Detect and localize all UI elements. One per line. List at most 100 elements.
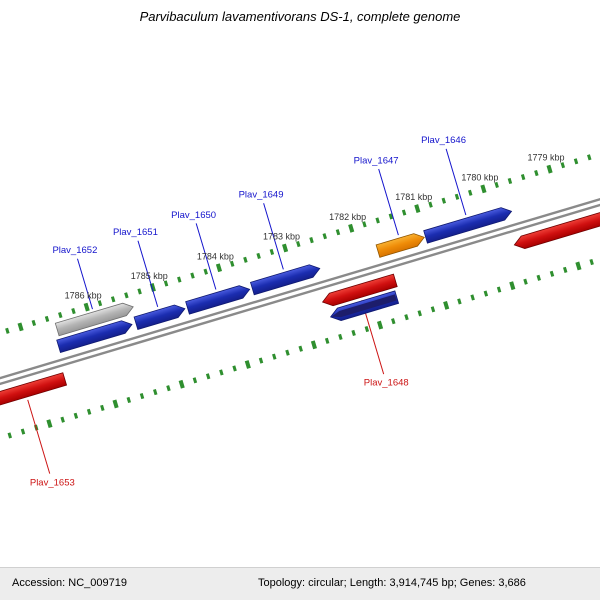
tick-mark <box>546 164 553 174</box>
gene-label-Plav_1652: Plav_1652 <box>52 245 97 256</box>
gene-arrow-overlay <box>331 294 397 318</box>
tick-mark <box>112 399 119 409</box>
tick-mark <box>573 158 579 165</box>
tick-mark <box>44 315 50 323</box>
gene-arrow-unlabeled <box>56 320 133 354</box>
tick-mark <box>258 357 264 364</box>
tick-mark <box>414 204 421 213</box>
kbp-label: 1781 kbp <box>395 192 432 202</box>
gene-arrow-unlabeled <box>513 210 600 249</box>
tick-mark <box>520 173 526 181</box>
tick-mark <box>348 223 355 233</box>
tick-mark <box>338 333 343 340</box>
tick-mark <box>192 377 198 384</box>
label-leader-line <box>27 399 51 474</box>
tick-mark <box>562 266 568 273</box>
tick-mark <box>428 201 433 208</box>
kbp-label: 1779 kbp <box>527 153 564 163</box>
kbp-label: 1783 kbp <box>263 232 300 242</box>
tick-mark <box>232 365 237 372</box>
tick-mark <box>375 217 380 224</box>
tick-mark <box>560 162 566 169</box>
tick-mark <box>417 310 422 317</box>
kbp-label: 1786 kbp <box>65 291 102 301</box>
label-leader-line <box>378 168 399 236</box>
tick-mark <box>282 243 289 253</box>
tick-mark <box>441 197 447 204</box>
tick-mark <box>219 369 224 376</box>
gene-arrow-Plav_1647 <box>375 233 425 258</box>
gene-label-Plav_1646: Plav_1646 <box>421 135 466 146</box>
tick-mark <box>153 389 158 396</box>
tick-mark <box>589 258 594 266</box>
tick-mark <box>139 392 145 400</box>
tick-mark <box>46 419 53 429</box>
tick-mark <box>391 318 396 325</box>
tick-mark <box>243 256 248 263</box>
tick-mark <box>215 263 223 273</box>
tick-mark <box>509 281 516 291</box>
tick-mark <box>483 290 489 297</box>
tick-mark <box>229 260 235 267</box>
tick-mark <box>5 327 10 334</box>
tick-mark <box>205 373 211 380</box>
label-leader-line <box>195 223 217 290</box>
tick-mark <box>73 412 79 419</box>
gene-arrow-Plav_1648 <box>321 273 398 307</box>
tick-mark <box>322 233 327 240</box>
tick-mark <box>404 314 409 321</box>
gene-label-Plav_1647: Plav_1647 <box>354 155 399 166</box>
tick-mark <box>549 270 555 277</box>
tick-mark <box>575 261 582 271</box>
kbp-label: 1784 kbp <box>197 251 234 261</box>
gene-arrow-Plav_1650 <box>185 285 251 315</box>
backbone-line <box>0 177 600 397</box>
tick-mark <box>536 274 541 281</box>
genome-track <box>0 148 600 474</box>
tick-mark <box>468 189 473 196</box>
tick-mark <box>457 298 462 305</box>
tick-mark <box>177 276 182 283</box>
tick-mark <box>443 300 450 310</box>
tick-mark <box>587 154 592 161</box>
tick-mark <box>124 292 129 299</box>
gene-arrow-Plav_1652 <box>54 302 134 337</box>
label-layer: 1779 kbp 1780 kbp 1781 kbp 1782 kbp 1783 kbp… <box>30 135 565 488</box>
tick-mark <box>362 221 367 228</box>
status-bar: Accession: NC_009719 Topology: circular;… <box>0 567 600 600</box>
label-leader-line <box>445 148 467 216</box>
tick-mark <box>7 432 12 439</box>
tick-mark <box>388 213 394 220</box>
tick-mark <box>137 288 142 295</box>
tick-mark <box>31 319 37 326</box>
page-title: Parvibaculum lavamentivorans DS-1, compl… <box>139 9 461 24</box>
gene-label-Plav_1649: Plav_1649 <box>239 190 284 201</box>
backbone-line <box>0 182 600 402</box>
tick-mark <box>430 306 436 313</box>
gene-label-Plav_1650: Plav_1650 <box>171 210 216 221</box>
tick-mark <box>163 280 169 287</box>
tick-mark <box>83 302 90 312</box>
tick-mark <box>244 360 251 369</box>
tick-mark <box>126 396 132 404</box>
tick-mark <box>17 322 24 332</box>
tick-mark <box>269 248 275 256</box>
tick-mark <box>401 209 407 216</box>
tick-mark <box>58 311 63 319</box>
tick-mark <box>256 252 261 259</box>
kbp-label: 1785 kbp <box>131 271 168 281</box>
tick-mark <box>454 193 460 200</box>
tick-mark <box>285 349 290 356</box>
tick-mark <box>298 345 303 352</box>
tick-mark <box>203 268 208 275</box>
tick-mark <box>523 278 528 285</box>
genome-stats-text: Topology: circular; Length: 3,914,745 bp… <box>258 577 526 589</box>
tick-mark <box>351 329 356 337</box>
tick-mark <box>110 296 116 303</box>
tick-mark <box>324 337 330 344</box>
gene-arrow-Plav_1649 <box>249 264 321 296</box>
tick-mark <box>470 294 475 301</box>
tick-mark <box>272 353 277 360</box>
